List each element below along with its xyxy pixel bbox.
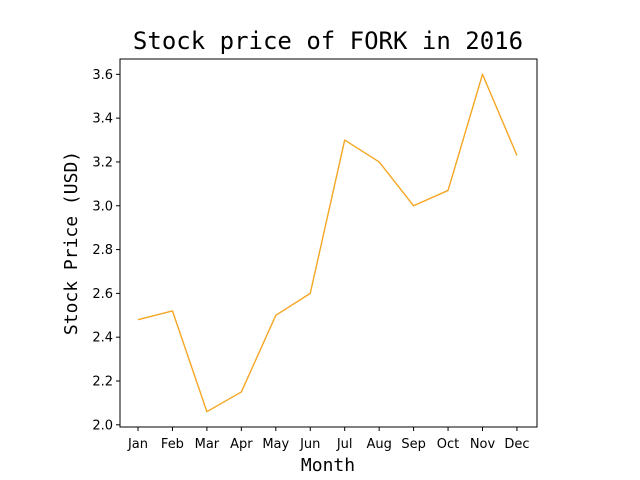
y-tick-label: 3.6 [92, 68, 113, 83]
x-tick-label: Nov [470, 437, 496, 452]
y-tick-label: 2.4 [92, 331, 113, 346]
x-axis-label: Month [301, 455, 355, 476]
x-tick-label: Jun [299, 437, 320, 452]
y-tick-label: 3.0 [92, 199, 113, 214]
chart-title: Stock price of FORK in 2016 [133, 27, 523, 55]
series-line [137, 73, 518, 413]
y-axis-label: Stock Price (USD) [61, 151, 82, 335]
series-group [137, 73, 518, 413]
x-tick-label: Jul [336, 437, 353, 452]
y-tick-label: 3.4 [92, 112, 113, 127]
x-tick-label: Apr [230, 437, 253, 452]
x-tick-label: May [262, 437, 289, 452]
y-tick-label: 2.6 [92, 287, 113, 302]
y-tick-label: 3.2 [92, 155, 113, 170]
x-tick-label: Sep [401, 437, 426, 452]
x-axis: Jan Feb Mar Apr May Jun Jul Aug Sep Oct Nov Dec [127, 427, 530, 452]
y-axis: 2.0 2.2 2.4 2.6 2.8 3.0 3.2 3.4 3.6 [92, 68, 120, 433]
y-tick-label: 2.2 [92, 375, 113, 390]
x-tick-label: Mar [195, 437, 220, 452]
y-tick-label: 2.8 [92, 243, 113, 258]
y-tick-label: 2.0 [92, 418, 113, 433]
plot-frame [119, 58, 538, 428]
x-tick-label: Jan [127, 437, 148, 452]
x-tick-label: Oct [437, 437, 459, 452]
x-tick-label: Feb [161, 437, 184, 452]
x-tick-label: Dec [504, 437, 529, 452]
x-tick-label: Aug [366, 437, 391, 452]
